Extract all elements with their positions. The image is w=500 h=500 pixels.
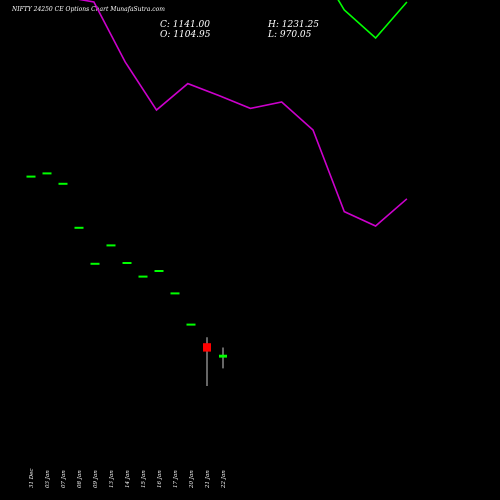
x-tick-label: 03 Jan [45, 470, 51, 488]
x-tick-label: 08 Jan [77, 470, 83, 488]
x-tick-label: 09 Jan [93, 470, 99, 488]
candle-body [122, 262, 132, 264]
low-price-label: L: 970.05 [268, 30, 312, 40]
candle-body [58, 182, 68, 185]
candle-body [90, 262, 100, 265]
x-tick-label: 31 Dec [29, 469, 35, 489]
open-price-label: O: 1104.95 [160, 30, 211, 40]
candle-body [106, 244, 116, 247]
candle-body [42, 172, 52, 175]
x-tick-label: 22 Jan [221, 470, 227, 489]
candle-body [74, 226, 84, 229]
overlay-line-2 [78, 0, 408, 227]
candle-body [138, 275, 148, 278]
candle-body [186, 323, 196, 326]
candle-body [154, 270, 164, 272]
chart-title: NIFTY 24250 CE Options Chart MunafaSutra… [12, 6, 165, 13]
close-price-label: C: 1141.00 [160, 20, 210, 30]
x-tick-label: 20 Jan [189, 470, 195, 489]
x-tick-label: 14 Jan [125, 470, 131, 488]
x-tick-label: 13 Jan [109, 470, 115, 488]
x-tick-label: 07 Jan [61, 470, 67, 488]
candle-body [219, 354, 227, 358]
x-tick-label: 16 Jan [157, 470, 163, 488]
candle-body [203, 343, 211, 352]
x-tick-label: 15 Jan [141, 470, 147, 488]
x-tick-label: 17 Jan [173, 470, 179, 488]
candle-body [170, 292, 180, 295]
high-price-label: H: 1231.25 [268, 20, 319, 30]
candle-body [26, 175, 36, 178]
overlay-line-1 [337, 0, 408, 40]
x-tick-label: 21 Jan [205, 470, 211, 489]
